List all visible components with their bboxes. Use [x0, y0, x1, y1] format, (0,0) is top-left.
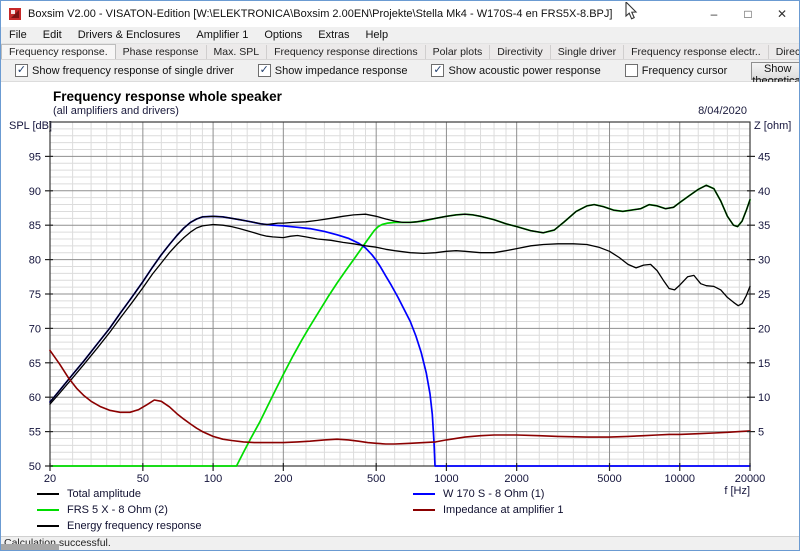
maximize-button[interactable]: □ — [744, 7, 752, 21]
menu-item-file[interactable]: File — [9, 29, 27, 41]
curve-w-170-s-8-ohm-1- — [49, 215, 751, 467]
y-left-tick-label: 70 — [29, 323, 41, 335]
menu-item-extras[interactable]: Extras — [318, 29, 350, 41]
tab-polar-plots[interactable]: Polar plots — [425, 45, 491, 59]
title-bar: Boxsim V2.00 - VISATON-Edition [W:\ELEKT… — [1, 1, 799, 27]
curve-impedance-at-amplifier-1 — [49, 349, 751, 445]
x-tick-label: 1000 — [434, 473, 458, 485]
checkbox-frequency-cursor[interactable]: Frequency cursor — [624, 64, 728, 77]
y-right-tick-label: 35 — [758, 220, 770, 232]
y-left-tick-label: 90 — [29, 186, 41, 198]
tab-max-spl[interactable]: Max. SPL — [206, 45, 268, 59]
y-left-tick-label: 80 — [29, 255, 41, 267]
x-tick-label: 200 — [274, 473, 292, 485]
checkbox-checked-icon[interactable]: ✓ — [431, 64, 445, 77]
x-tick-label: 500 — [367, 473, 385, 485]
legend-label: Impedance at amplifier 1 — [443, 504, 564, 516]
y-left-tick-label: 85 — [29, 220, 41, 232]
checkbox-checked-icon[interactable]: ✓ — [15, 64, 28, 77]
legend-swatch — [413, 509, 435, 511]
y-left-tick-label: 65 — [29, 358, 41, 370]
x-tick-label: 20000 — [735, 473, 766, 485]
x-tick-label: 50 — [137, 473, 149, 485]
curve-energy-frequency-response — [49, 223, 751, 405]
legend-label: Total amplitude — [67, 488, 141, 500]
chart-panel: Frequency response whole speaker (all am… — [1, 82, 799, 538]
y-right-tick-label: 10 — [758, 392, 770, 404]
y-right-tick-label: 15 — [758, 358, 770, 370]
tab-phase-response[interactable]: Phase response — [115, 45, 207, 59]
legend-label: Energy frequency response — [67, 520, 202, 532]
tab-single-driver[interactable]: Single driver — [550, 45, 625, 59]
x-tick-label: 20 — [44, 473, 56, 485]
checkbox-label: Show acoustic power response — [448, 64, 601, 77]
legend-swatch — [37, 493, 59, 495]
x-tick-label: 5000 — [597, 473, 621, 485]
tab-frequency-response-electr-[interactable]: Frequency response electr.. — [624, 45, 769, 59]
legend-label: FRS 5 X - 8 Ohm (2) — [67, 504, 168, 516]
menu-item-drivers-enclosures[interactable]: Drivers & Enclosures — [77, 29, 181, 41]
checkbox-checked-icon[interactable]: ✓ — [257, 64, 271, 77]
checkbox-show-frequency-response-of-single-driver[interactable]: ✓ Show frequency response of single drive… — [15, 64, 234, 77]
tab-directivity-plots[interactable]: Directivity plots — [768, 45, 799, 59]
x-tick-label: 100 — [204, 473, 222, 485]
curve-total-amplitude — [49, 184, 751, 403]
checkbox-label: Show impedance response — [274, 64, 408, 77]
legend-item: Total amplitude — [37, 486, 202, 502]
legend-swatch — [37, 509, 59, 511]
legend-item: Energy frequency response — [37, 518, 202, 534]
x-tick-label: 2000 — [504, 473, 528, 485]
status-progress-fragment — [1, 544, 59, 550]
legend-item: W 170 S - 8 Ohm (1) — [413, 486, 563, 502]
legend-item: FRS 5 X - 8 Ohm (2) — [37, 502, 202, 518]
tab-directivity[interactable]: Directivity — [490, 45, 551, 59]
legend-label: W 170 S - 8 Ohm (1) — [443, 488, 545, 500]
menu-item-options[interactable]: Options — [264, 29, 303, 41]
legend-item: Impedance at amplifier 1 — [413, 502, 563, 518]
tab-bar: Frequency response. Phase response Max. SP… — [1, 44, 799, 60]
tab-frequency-response-directions[interactable]: Frequency response directions — [267, 45, 426, 59]
checkbox-label: Frequency cursor — [641, 64, 728, 77]
legend-swatch — [413, 493, 435, 495]
checkbox-unchecked-icon[interactable] — [624, 64, 638, 77]
y-right-tick-label: 5 — [758, 427, 764, 439]
y-right-tick-label: 30 — [758, 255, 770, 267]
minimize-button[interactable]: – — [710, 7, 718, 21]
tab-frequency-response-[interactable]: Frequency response. — [1, 44, 116, 59]
y-left-tick-label: 95 — [29, 151, 41, 163]
y-right-axis-caption: Z [ohm] — [754, 120, 791, 132]
x-tick-label: 10000 — [664, 473, 695, 485]
y-left-axis-caption: SPL [dB] — [9, 120, 52, 132]
chart-date: 8/04/2020 — [698, 105, 747, 117]
x-axis-caption: f [Hz] — [724, 485, 750, 497]
chart-title: Frequency response whole speaker — [53, 89, 283, 104]
close-button[interactable]: ✕ — [776, 7, 788, 21]
y-right-tick-label: 40 — [758, 186, 770, 198]
y-left-tick-label: 60 — [29, 392, 41, 404]
menu-item-amplifier-1[interactable]: Amplifier 1 — [196, 29, 249, 41]
y-left-tick-label: 50 — [29, 461, 41, 473]
y-right-tick-label: 20 — [758, 323, 770, 335]
y-left-tick-label: 55 — [29, 427, 41, 439]
toolbar: ✓ Show frequency response of single drive… — [1, 60, 799, 99]
checkbox-show-impedance-response[interactable]: ✓ Show impedance response — [257, 64, 408, 77]
menu-bar: File Edit Drivers & Enclosures Amplifier 1 O… — [1, 27, 799, 44]
app-icon — [9, 8, 21, 20]
checkbox-show-acoustic-power-response[interactable]: ✓ Show acoustic power response — [431, 64, 601, 77]
frequency-response-chart: Frequency response whole speaker (all am… — [9, 89, 791, 497]
legend-swatch — [37, 525, 59, 527]
curve-frs-5-x-8-ohm-2- — [49, 184, 751, 467]
y-left-tick-label: 75 — [29, 289, 41, 301]
menu-item-help[interactable]: Help — [365, 29, 389, 41]
checkbox-label: Show frequency response of single driver — [32, 64, 234, 77]
y-right-tick-label: 45 — [758, 151, 770, 163]
menu-item-edit[interactable]: Edit — [42, 29, 62, 41]
y-right-tick-label: 25 — [758, 289, 770, 301]
window-title: Boxsim V2.00 - VISATON-Edition [W:\ELEKT… — [28, 8, 613, 20]
show-theoretical-filters-button[interactable]: Show theoretical filters — [751, 61, 799, 99]
chart-subtitle: (all amplifiers and drivers) — [53, 105, 179, 117]
status-bar: Calculation successful. — [1, 536, 799, 550]
